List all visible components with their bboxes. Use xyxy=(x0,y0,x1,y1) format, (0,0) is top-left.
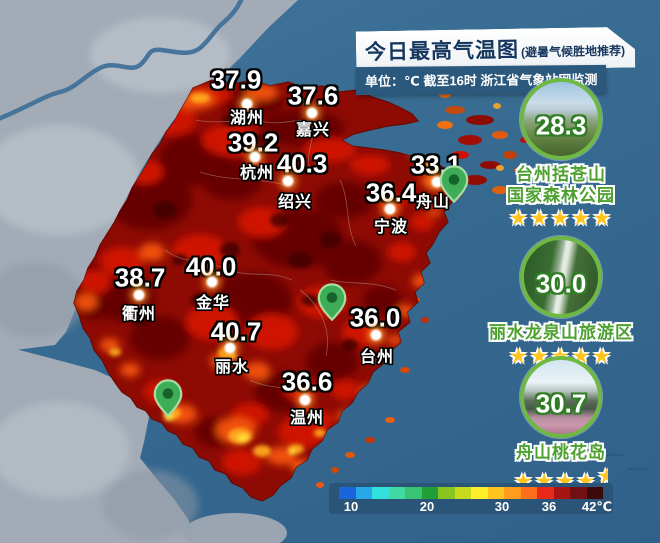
station-city-5: 宁波 xyxy=(373,219,409,236)
wave-marks xyxy=(605,453,649,471)
recommendation-name-line: 舟山桃花岛 xyxy=(516,443,606,462)
station-temp-6: 38.7 xyxy=(114,262,166,293)
station-dot-5 xyxy=(385,204,395,214)
star-icon: ★ xyxy=(592,344,614,368)
station-temp-8: 40.7 xyxy=(210,316,262,347)
star-icon: ★ xyxy=(550,207,572,230)
legend-tick-4: 42℃ xyxy=(581,499,613,514)
station-temp-7: 40.0 xyxy=(185,251,237,282)
station-dot-0 xyxy=(242,99,252,109)
station-city-6: 衢州 xyxy=(121,306,157,323)
recommendation-name-0: 台州括苍山 国家森林公园 xyxy=(507,165,615,206)
legend-segment-9 xyxy=(487,487,504,499)
station-temp-5: 36.4 xyxy=(365,177,417,208)
recommendation-name-line: 台州括苍山 xyxy=(516,165,606,184)
legend-segment-8 xyxy=(471,487,488,499)
recommendation-temp-0: 28.3 xyxy=(535,110,587,141)
internal-borders xyxy=(164,119,397,397)
legend-segment-10 xyxy=(504,487,521,499)
page-title-suffix: (避暑气候胜地推荐) xyxy=(520,43,626,60)
page-title: 今日最高气温图 xyxy=(364,38,520,65)
station-city-1: 嘉兴 xyxy=(295,122,331,139)
recommendation-name-line: 丽水龙泉山旅游区 xyxy=(489,323,633,342)
pin-zhoushan-icon xyxy=(439,164,469,209)
legend-segment-6 xyxy=(438,487,455,499)
legend-segment-0 xyxy=(339,487,356,499)
legend-segment-13 xyxy=(553,487,570,499)
legend-segment-11 xyxy=(520,487,537,499)
legend-segment-14 xyxy=(570,487,587,499)
recommendation-rating-0: ★★★★★ xyxy=(509,207,613,230)
station-city-0: 湖州 xyxy=(229,110,265,127)
legend-segment-15 xyxy=(586,487,603,499)
star-icon: ★ xyxy=(592,207,614,230)
station-temp-3: 40.3 xyxy=(276,148,328,179)
station-dot-7 xyxy=(207,277,217,287)
station-city-4: 舟山 xyxy=(415,194,451,211)
station-dot-10 xyxy=(300,395,310,405)
station-city-2: 杭州 xyxy=(239,165,275,182)
recommendation-photo-0: 28.3 xyxy=(520,78,602,160)
recommendation-photo-2: 30.7 xyxy=(520,356,602,438)
recommendation-name-2: 舟山桃花岛 xyxy=(516,443,606,464)
station-city-9: 台州 xyxy=(359,349,395,366)
star-icon: ★ xyxy=(508,207,530,230)
legend-tick-3: 36 xyxy=(541,499,557,514)
recommendation-temp-2: 30.7 xyxy=(535,388,587,419)
legend-segment-5 xyxy=(421,487,438,499)
recommendation-card-0: 28.3 台州括苍山 国家森林公园 ★★★★★ xyxy=(480,78,642,230)
outside-province-land xyxy=(0,0,298,543)
station-dot-8 xyxy=(225,343,235,353)
star-icon: ★ xyxy=(508,344,530,368)
station-city-3: 绍兴 xyxy=(277,194,313,211)
temperature-legend: 10 20 30 36 42℃ xyxy=(329,483,613,514)
legend-ticks: 10 20 30 36 42℃ xyxy=(339,499,612,514)
recommendation-photo-1: 30.0 xyxy=(520,236,602,318)
recommendation-temp-1: 30.0 xyxy=(535,268,587,299)
recommendation-name-line: 国家森林公园 xyxy=(507,185,615,205)
star-icon: ★ xyxy=(529,207,551,230)
station-dot-1 xyxy=(307,108,317,118)
legend-segment-12 xyxy=(537,487,554,499)
legend-tick-0: 10 xyxy=(343,499,359,514)
station-city-10: 温州 xyxy=(289,410,325,427)
star-icon: ★ xyxy=(571,207,593,230)
station-dot-3 xyxy=(283,176,293,186)
station-dot-4 xyxy=(432,177,442,187)
legend-segment-2 xyxy=(372,487,389,499)
station-temp-0: 37.9 xyxy=(210,64,262,95)
station-temp-1: 37.6 xyxy=(287,80,339,111)
station-city-7: 金华 xyxy=(195,295,231,312)
pin-taizhou-icon xyxy=(317,282,347,327)
legend-segment-1 xyxy=(355,487,372,499)
station-dot-6 xyxy=(134,290,144,300)
half-star-icon: ★ xyxy=(597,465,608,488)
pin-lishui-icon xyxy=(153,378,183,423)
station-dot-9 xyxy=(371,330,381,340)
legend-segment-3 xyxy=(388,487,405,499)
legend-segment-7 xyxy=(454,487,471,499)
station-dot-2 xyxy=(250,152,260,162)
legend-colorbar xyxy=(339,487,603,499)
river xyxy=(0,0,244,121)
station-temp-9: 36.0 xyxy=(349,302,401,333)
recommendation-name-1: 丽水龙泉山旅游区 xyxy=(489,323,633,344)
station-city-8: 丽水 xyxy=(214,359,250,376)
legend-segment-4 xyxy=(405,487,422,499)
station-temp-10: 36.6 xyxy=(281,366,333,397)
legend-tick-2: 30 xyxy=(494,499,510,514)
legend-tick-1: 20 xyxy=(419,499,435,514)
